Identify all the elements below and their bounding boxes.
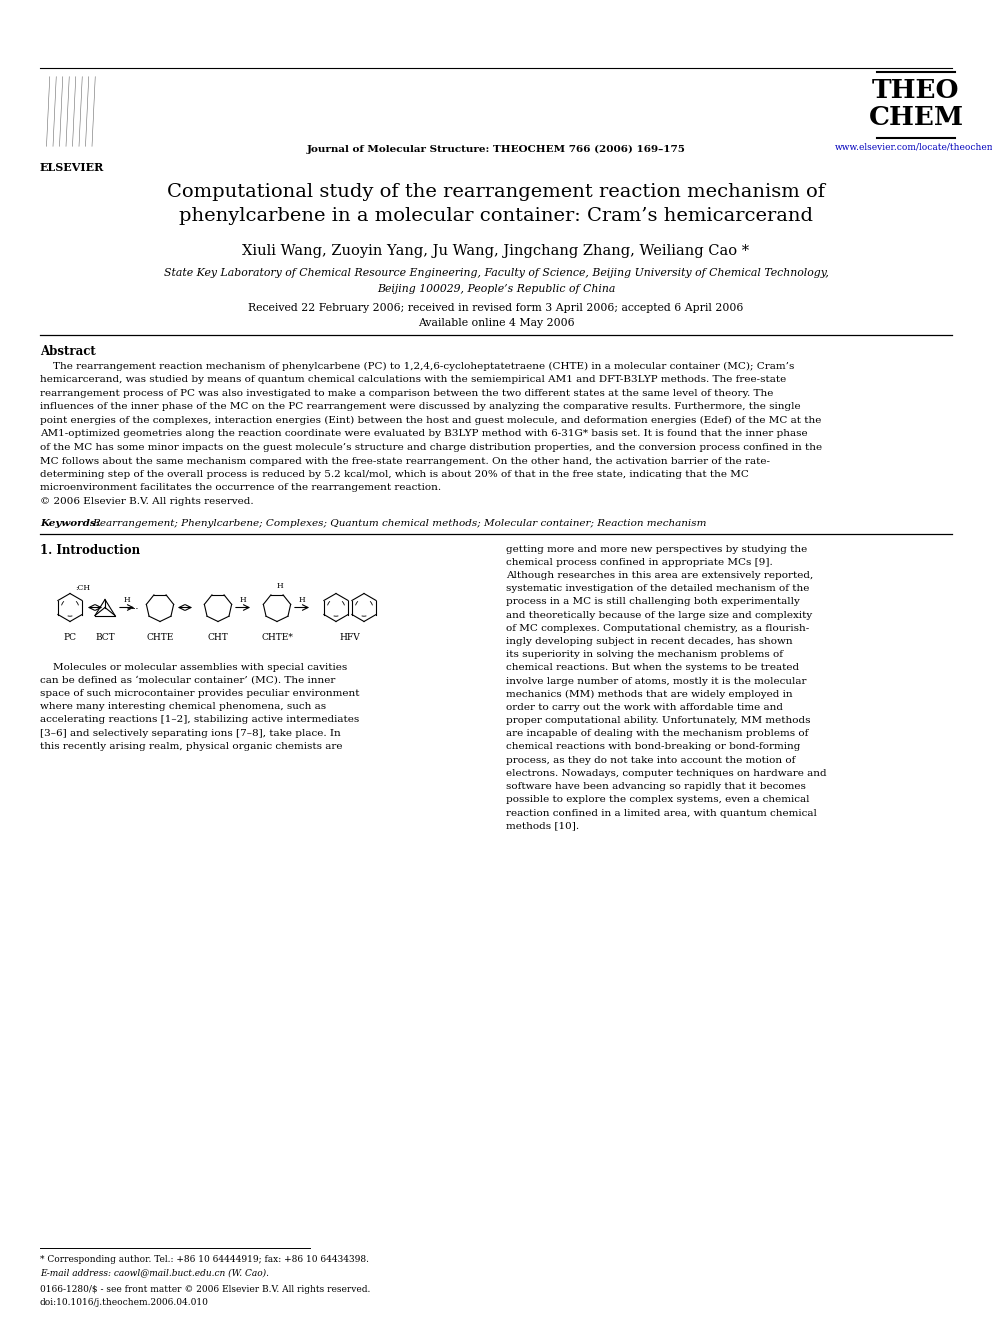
Text: Although researches in this area are extensively reported,: Although researches in this area are ext… bbox=[506, 572, 813, 579]
Text: www.elsevier.com/locate/theochem: www.elsevier.com/locate/theochem bbox=[835, 143, 992, 152]
Text: CHTE: CHTE bbox=[146, 632, 174, 642]
Text: reaction confined in a limited area, with quantum chemical: reaction confined in a limited area, wit… bbox=[506, 808, 816, 818]
Text: Molecules or molecular assemblies with special cavities: Molecules or molecular assemblies with s… bbox=[40, 663, 347, 672]
Text: :CH: :CH bbox=[75, 583, 90, 591]
Text: this recently arising realm, physical organic chemists are: this recently arising realm, physical or… bbox=[40, 742, 342, 750]
Text: proper computational ability. Unfortunately, MM methods: proper computational ability. Unfortunat… bbox=[506, 716, 810, 725]
Text: chemical reactions. But when the systems to be treated: chemical reactions. But when the systems… bbox=[506, 663, 799, 672]
Text: [3–6] and selectively separating ions [7–8], take place. In: [3–6] and selectively separating ions [7… bbox=[40, 729, 340, 737]
Text: microenvironment facilitates the occurrence of the rearrangement reaction.: microenvironment facilitates the occurre… bbox=[40, 483, 441, 492]
Text: its superiority in solving the mechanism problems of: its superiority in solving the mechanism… bbox=[506, 650, 783, 659]
Text: software have been advancing so rapidly that it becomes: software have been advancing so rapidly … bbox=[506, 782, 806, 791]
Text: 0166-1280/$ - see front matter © 2006 Elsevier B.V. All rights reserved.: 0166-1280/$ - see front matter © 2006 El… bbox=[40, 1285, 370, 1294]
Text: accelerating reactions [1–2], stabilizing active intermediates: accelerating reactions [1–2], stabilizin… bbox=[40, 716, 359, 724]
Text: PC: PC bbox=[63, 632, 76, 642]
Text: are incapable of dealing with the mechanism problems of: are incapable of dealing with the mechan… bbox=[506, 729, 808, 738]
Text: can be defined as ‘molecular container’ (MC). The inner: can be defined as ‘molecular container’ … bbox=[40, 676, 335, 685]
Text: ELSEVIER: ELSEVIER bbox=[40, 161, 104, 173]
Text: H: H bbox=[240, 595, 246, 603]
Text: space of such microcontainer provides peculiar environment: space of such microcontainer provides pe… bbox=[40, 689, 359, 699]
Text: CHT: CHT bbox=[207, 632, 228, 642]
Text: HFV: HFV bbox=[339, 632, 360, 642]
Text: chemical process confined in appropriate MCs [9].: chemical process confined in appropriate… bbox=[506, 558, 773, 566]
Text: MC follows about the same mechanism compared with the free-state rearrangement. : MC follows about the same mechanism comp… bbox=[40, 456, 770, 466]
Text: point energies of the complexes, interaction energies (Eint) between the host an: point energies of the complexes, interac… bbox=[40, 415, 821, 425]
Text: chemical reactions with bond-breaking or bond-forming: chemical reactions with bond-breaking or… bbox=[506, 742, 801, 751]
Text: * Corresponding author. Tel.: +86 10 64444919; fax: +86 10 64434398.: * Corresponding author. Tel.: +86 10 644… bbox=[40, 1256, 369, 1263]
Text: hemicarcerand, was studied by means of quantum chemical calculations with the se: hemicarcerand, was studied by means of q… bbox=[40, 376, 787, 385]
Text: of the MC has some minor impacts on the guest molecule’s structure and charge di: of the MC has some minor impacts on the … bbox=[40, 443, 822, 452]
Text: BCT: BCT bbox=[95, 632, 115, 642]
Text: ingly developing subject in recent decades, has shown: ingly developing subject in recent decad… bbox=[506, 636, 793, 646]
Text: CHTE*: CHTE* bbox=[261, 632, 293, 642]
Text: Abstract: Abstract bbox=[40, 345, 96, 359]
Text: H: H bbox=[299, 595, 306, 603]
Text: systematic investigation of the detailed mechanism of the: systematic investigation of the detailed… bbox=[506, 583, 809, 593]
Text: Beijing 100029, People’s Republic of China: Beijing 100029, People’s Republic of Chi… bbox=[377, 284, 615, 294]
Text: order to carry out the work with affordable time and: order to carry out the work with afforda… bbox=[506, 703, 783, 712]
Text: involve large number of atoms, mostly it is the molecular: involve large number of atoms, mostly it… bbox=[506, 676, 806, 685]
Text: electrons. Nowadays, computer techniques on hardware and: electrons. Nowadays, computer techniques… bbox=[506, 769, 826, 778]
Text: methods [10].: methods [10]. bbox=[506, 822, 579, 831]
Text: mechanics (MM) methods that are widely employed in: mechanics (MM) methods that are widely e… bbox=[506, 689, 793, 699]
Text: H: H bbox=[277, 582, 284, 590]
Text: process, as they do not take into account the motion of: process, as they do not take into accoun… bbox=[506, 755, 796, 765]
Text: Keywords:: Keywords: bbox=[40, 519, 99, 528]
Text: State Key Laboratory of Chemical Resource Engineering, Faculty of Science, Beiji: State Key Laboratory of Chemical Resourc… bbox=[164, 269, 828, 278]
Text: E-mail address: caowl@mail.buct.edu.cn (W. Cao).: E-mail address: caowl@mail.buct.edu.cn (… bbox=[40, 1267, 269, 1277]
Text: rearrangement process of PC was also investigated to make a comparison between t: rearrangement process of PC was also inv… bbox=[40, 389, 774, 398]
Text: Xiuli Wang, Zuoyin Yang, Ju Wang, Jingchang Zhang, Weiliang Cao *: Xiuli Wang, Zuoyin Yang, Ju Wang, Jingch… bbox=[242, 243, 750, 258]
Text: Rearrangement; Phenylcarbene; Complexes; Quantum chemical methods; Molecular con: Rearrangement; Phenylcarbene; Complexes;… bbox=[92, 519, 706, 528]
Text: phenylcarbene in a molecular container: Cram’s hemicarcerand: phenylcarbene in a molecular container: … bbox=[179, 206, 813, 225]
Text: Available online 4 May 2006: Available online 4 May 2006 bbox=[418, 318, 574, 328]
Text: determining step of the overall process is reduced by 5.2 kcal/mol, which is abo: determining step of the overall process … bbox=[40, 470, 749, 479]
Text: The rearrangement reaction mechanism of phenylcarbene (PC) to 1,2,4,6-cyclohepta: The rearrangement reaction mechanism of … bbox=[40, 363, 795, 372]
Text: possible to explore the complex systems, even a chemical: possible to explore the complex systems,… bbox=[506, 795, 809, 804]
Text: THEO: THEO bbox=[872, 78, 959, 103]
Text: of MC complexes. Computational chemistry, as a flourish-: of MC complexes. Computational chemistry… bbox=[506, 623, 809, 632]
Text: AM1-optimized geometries along the reaction coordinate were evaluated by B3LYP m: AM1-optimized geometries along the react… bbox=[40, 430, 807, 438]
Text: Computational study of the rearrangement reaction mechanism of: Computational study of the rearrangement… bbox=[167, 183, 825, 201]
Text: © 2006 Elsevier B.V. All rights reserved.: © 2006 Elsevier B.V. All rights reserved… bbox=[40, 497, 254, 505]
Text: CHEM: CHEM bbox=[868, 105, 963, 130]
Text: process in a MC is still challenging both experimentally: process in a MC is still challenging bot… bbox=[506, 597, 800, 606]
Text: Journal of Molecular Structure: THEOCHEM 766 (2006) 169–175: Journal of Molecular Structure: THEOCHEM… bbox=[307, 146, 685, 153]
Text: doi:10.1016/j.theochem.2006.04.010: doi:10.1016/j.theochem.2006.04.010 bbox=[40, 1298, 209, 1307]
Text: and theoretically because of the large size and complexity: and theoretically because of the large s… bbox=[506, 610, 812, 619]
Text: Received 22 February 2006; received in revised form 3 April 2006; accepted 6 Apr: Received 22 February 2006; received in r… bbox=[248, 303, 744, 314]
Text: H: H bbox=[124, 595, 130, 603]
Text: 1. Introduction: 1. Introduction bbox=[40, 545, 140, 557]
Text: getting more and more new perspectives by studying the: getting more and more new perspectives b… bbox=[506, 545, 807, 553]
Text: influences of the inner phase of the MC on the PC rearrangement were discussed b: influences of the inner phase of the MC … bbox=[40, 402, 801, 411]
Text: where many interesting chemical phenomena, such as: where many interesting chemical phenomen… bbox=[40, 703, 326, 710]
